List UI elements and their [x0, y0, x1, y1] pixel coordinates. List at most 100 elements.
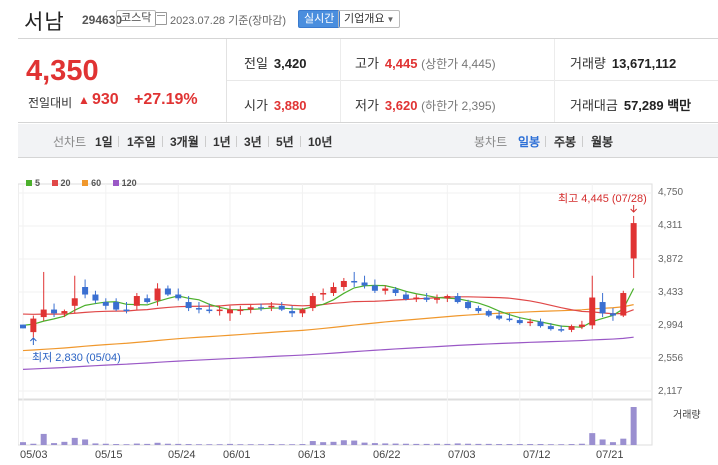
open-cell: 시가 3,880 [244, 95, 306, 114]
chart-legend: 5 20 60 120 [26, 178, 146, 188]
stock-chart[interactable]: 5 20 60 120 4,750 4,311 3,872 3,433 2,99… [18, 158, 718, 465]
legend-swatch [82, 180, 89, 186]
x-tick-label: 07/21 [596, 449, 624, 461]
stock-name: 서남 [24, 11, 65, 34]
x-tick-label: 05/24 [168, 449, 196, 461]
volume-bar [51, 443, 58, 445]
volume-bar [609, 442, 616, 445]
volume-label: 거래량 [570, 56, 606, 71]
ma120-line [22, 336, 634, 370]
legend-label: 5 [35, 178, 41, 188]
candle-body [206, 309, 213, 312]
candle-body [175, 294, 182, 299]
candle-body [278, 305, 285, 310]
volume-bar [578, 443, 585, 445]
volume-bar [113, 444, 120, 445]
x-tick-label: 07/03 [448, 449, 476, 461]
volume-bar [278, 444, 285, 445]
candle-body [392, 289, 399, 294]
tab-weekly[interactable]: 주봉 [554, 135, 577, 149]
candle-body [589, 297, 596, 326]
volume-bar [599, 439, 606, 445]
volume-bar [268, 444, 275, 445]
volume-bar [547, 444, 554, 445]
tab-divider [268, 136, 269, 147]
candle-body [599, 302, 606, 314]
candle-body [216, 309, 223, 312]
open-value: 3,880 [273, 98, 307, 113]
candle-body [434, 298, 440, 300]
tab-3month[interactable]: 3개월 [170, 135, 199, 149]
volume-bar [320, 442, 327, 445]
tab-daily[interactable]: 일봉 [518, 135, 541, 149]
high-cell: 고가 4,445 (상한가 4,445) [355, 53, 496, 72]
company-info-label: 기업개요 [344, 13, 385, 25]
candle-body [268, 305, 275, 308]
volume-bar [465, 443, 472, 445]
tab-divider [205, 136, 206, 147]
tab-5year[interactable]: 5년 [276, 135, 294, 149]
volume-bar [516, 444, 523, 445]
lower-limit: (하한가 2,395) [421, 99, 496, 113]
price-summary: 4,350 전일대비 ▲ 930 +27.19% 전일 3,420 고가 4,445… [18, 38, 718, 123]
candle-body [620, 293, 627, 316]
volume-bar [175, 443, 182, 445]
y-tick-label: 4,311 [658, 220, 683, 231]
tab-divider [236, 136, 237, 147]
candle-body [547, 326, 554, 330]
tab-divider [300, 136, 301, 147]
volume-bar [123, 444, 130, 445]
candle-body [40, 309, 47, 318]
candle-body [320, 293, 327, 295]
candle-body [237, 309, 244, 312]
tab-monthly[interactable]: 월봉 [591, 135, 614, 149]
candle-body [485, 311, 492, 316]
low-annotation: 최저 2,830 (05/04) [32, 352, 121, 364]
volume-bar [506, 444, 513, 445]
calendar-icon [155, 12, 167, 25]
candle-body [568, 326, 575, 330]
volume-bar [330, 441, 337, 445]
volume-bar [247, 444, 254, 445]
candle-body [340, 280, 347, 287]
up-triangle-icon: ▲ [78, 93, 90, 107]
tab-1week[interactable]: 1주일 [127, 135, 156, 149]
tab-1year[interactable]: 1년 [213, 135, 231, 149]
y-tick-label: 2,117 [658, 386, 683, 397]
high-arrow [630, 205, 638, 213]
volume-bar [30, 443, 37, 445]
candle-body [382, 288, 389, 291]
tab-1day[interactable]: 1일 [95, 135, 113, 149]
high-label: 고가 [355, 56, 379, 71]
tab-10year[interactable]: 10년 [308, 135, 333, 149]
candle-body [133, 296, 140, 306]
candle-body [496, 315, 503, 319]
volume-bar [206, 444, 213, 445]
volume-bar [568, 444, 575, 445]
column-divider [554, 39, 555, 122]
tab-divider [545, 136, 546, 147]
company-info-dropdown[interactable]: 기업개요 ▼ [338, 10, 401, 28]
volume-bar [630, 407, 637, 445]
volume-bar [237, 444, 244, 445]
volume-bar [195, 444, 202, 445]
market-badge: 코스닥 [116, 10, 157, 27]
candle-body [465, 302, 472, 309]
candle-body [630, 223, 637, 259]
volume-bar [144, 443, 151, 445]
realtime-button[interactable]: 실시간 [298, 10, 341, 28]
candle-body [578, 324, 585, 327]
volume-bar [454, 443, 461, 445]
candle-body [299, 309, 306, 314]
x-tick-label: 06/13 [298, 449, 326, 461]
volume-bar [102, 443, 109, 445]
change-value: 930 [92, 91, 119, 108]
tab-divider [118, 136, 119, 147]
tab-3year[interactable]: 3년 [244, 135, 262, 149]
candle-body [413, 297, 420, 300]
volume-bar [496, 444, 503, 445]
x-tick-label: 05/03 [20, 449, 48, 461]
y-tick-label: 4,750 [658, 187, 684, 198]
legend-ma5: 5 [26, 178, 40, 188]
volume-axis-label: 거래량 [673, 410, 701, 421]
